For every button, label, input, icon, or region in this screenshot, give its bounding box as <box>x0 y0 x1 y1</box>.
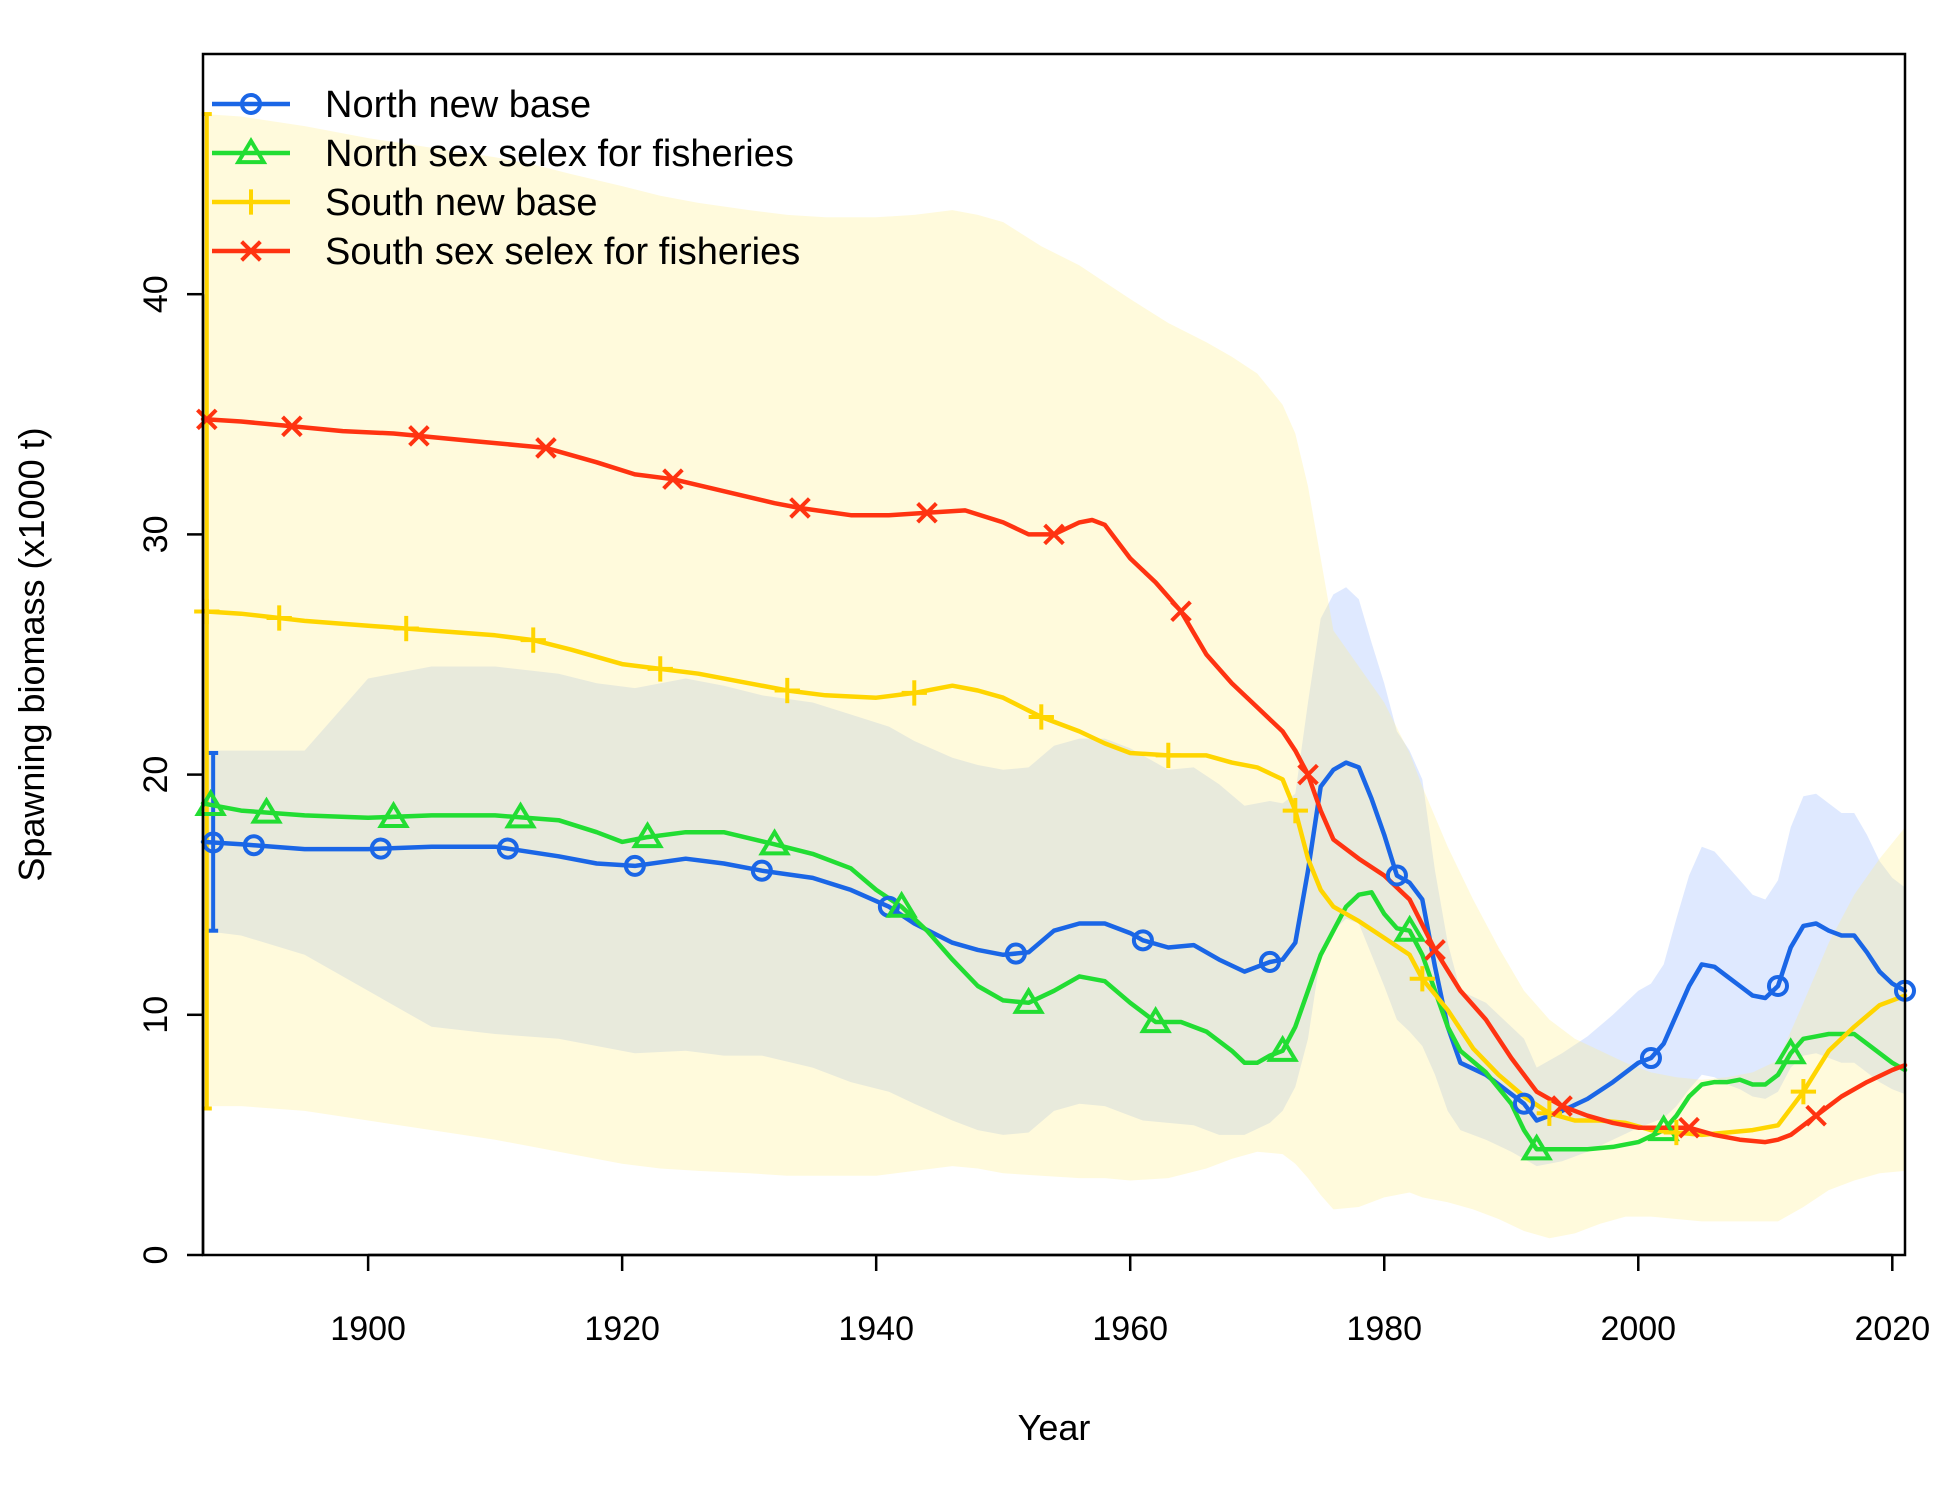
x-tick-label: 1920 <box>584 1310 660 1348</box>
data-point-north-sex-selex-for-fisheries <box>758 828 791 856</box>
y-tick-label: 30 <box>137 515 175 553</box>
data-point-south-new-base <box>1790 1079 1817 1105</box>
y-tick-label: 10 <box>137 996 175 1034</box>
y-axis-title: Spawning biomass (x1000 t) <box>11 427 52 881</box>
data-point-south-sex-selex-for-fisheries <box>1424 939 1446 961</box>
data-point-north-new-base <box>369 837 392 860</box>
data-point-north-new-base <box>1512 1092 1535 1115</box>
data-point-south-new-base <box>1028 704 1054 730</box>
data-point-north-new-base <box>1639 1047 1662 1070</box>
data-point-north-sex-selex-for-fisheries <box>885 890 918 918</box>
data-point-north-sex-selex-for-fisheries <box>1393 914 1426 942</box>
ci-band-north-new-base <box>203 587 1905 1167</box>
data-point-south-sex-selex-for-fisheries <box>1170 600 1192 623</box>
legend-item-south-new-base: South new base <box>212 182 598 224</box>
legend-marker <box>238 189 264 215</box>
data-point-north-new-base <box>496 837 519 860</box>
legend: North new base North sex selex for fisher… <box>212 84 800 273</box>
data-point-south-sex-selex-for-fisheries <box>789 497 811 519</box>
data-point-south-sex-selex-for-fisheries <box>408 425 430 447</box>
data-point-north-new-base <box>623 854 646 877</box>
data-point-north-new-base <box>750 859 773 882</box>
data-point-south-sex-selex-for-fisheries <box>916 502 938 524</box>
data-point-north-sex-selex-for-fisheries <box>1647 1114 1680 1142</box>
data-point-south-sex-selex-for-fisheries <box>196 408 218 431</box>
y-tick-label: 40 <box>137 275 175 313</box>
x-axis-title: Year <box>1018 1407 1091 1448</box>
legend-item-south-sex-selex-for-fisheries: South sex selex for fisheries <box>212 231 800 273</box>
data-point-south-sex-selex-for-fisheries <box>281 415 303 438</box>
data-point-south-new-base <box>266 605 292 631</box>
data-point-south-new-base <box>901 680 927 706</box>
data-point-south-new-base <box>774 677 800 704</box>
data-point-north-sex-selex-for-fisheries <box>1520 1133 1553 1161</box>
data-point-south-new-base <box>194 598 220 625</box>
series-markers <box>194 408 1917 1161</box>
data-point-north-sex-selex-for-fisheries <box>1266 1034 1299 1062</box>
x-tick-label: 1960 <box>1092 1310 1168 1348</box>
x-tick-label: 2020 <box>1854 1310 1930 1348</box>
x-tick-label: 2000 <box>1600 1310 1676 1348</box>
legend-label: North sex selex for fisheries <box>325 133 794 175</box>
data-point-south-sex-selex-for-fisheries <box>1678 1116 1700 1139</box>
data-point-south-new-base <box>393 615 419 642</box>
x-tick-label: 1940 <box>838 1310 914 1348</box>
data-point-south-sex-selex-for-fisheries <box>535 437 557 459</box>
data-point-north-sex-selex-for-fisheries <box>194 788 227 816</box>
legend-marker <box>234 137 268 165</box>
data-point-north-sex-selex-for-fisheries <box>250 796 283 824</box>
confidence-bands <box>203 114 1905 1239</box>
y-tick-label: 20 <box>137 756 175 794</box>
ci-band-south-new-base <box>203 114 1905 1239</box>
series-line-south-sex-selex-for-fisheries <box>200 416 1908 1145</box>
data-point-north-sex-selex-for-fisheries <box>504 801 537 829</box>
data-point-south-new-base <box>1155 742 1181 769</box>
data-point-south-sex-selex-for-fisheries <box>1297 763 1319 786</box>
legend-item-north-new-base: North new base <box>212 84 591 126</box>
data-point-south-new-base <box>1409 966 1435 992</box>
data-point-north-new-base <box>1385 864 1408 887</box>
data-point-south-sex-selex-for-fisheries <box>1551 1095 1573 1117</box>
data-point-north-sex-selex-for-fisheries <box>1774 1037 1807 1065</box>
x-tick-label: 1980 <box>1346 1310 1422 1348</box>
series-line-north-sex-selex-for-fisheries <box>200 801 1908 1152</box>
data-point-north-sex-selex-for-fisheries <box>631 821 664 849</box>
legend-item-north-sex-selex-for-fisheries: North sex selex for fisheries <box>212 133 794 175</box>
data-point-north-new-base <box>1258 950 1281 973</box>
data-point-north-new-base <box>1766 974 1790 997</box>
legend-marker <box>240 240 262 262</box>
legend-label: South new base <box>325 182 598 224</box>
legend-label: North new base <box>325 84 591 126</box>
y-tick-label: 0 <box>137 1246 175 1265</box>
data-point-north-new-base <box>242 834 265 857</box>
data-point-south-sex-selex-for-fisheries <box>662 468 684 490</box>
data-point-south-sex-selex-for-fisheries <box>1043 523 1065 546</box>
axes: 1900 1920 1940 1960 1980 2000 2020 0 10 20 30 40 <box>137 275 1930 1348</box>
data-point-north-new-base <box>1131 929 1154 952</box>
data-point-south-sex-selex-for-fisheries <box>1805 1104 1827 1127</box>
data-point-south-new-base <box>1282 797 1308 824</box>
data-point-north-new-base <box>1004 942 1027 965</box>
x-tick-label: 1900 <box>330 1310 406 1348</box>
data-point-south-new-base <box>520 627 546 653</box>
data-point-north-sex-selex-for-fisheries <box>377 800 410 828</box>
series-line-north-new-base <box>200 760 1908 1123</box>
data-point-south-new-base <box>1536 1100 1563 1126</box>
data-point-south-new-base <box>647 656 673 682</box>
legend-marker <box>239 92 263 116</box>
legend-label: South sex selex for fisheries <box>325 231 800 273</box>
data-point-north-sex-selex-for-fisheries <box>1139 1006 1172 1034</box>
data-point-north-sex-selex-for-fisheries <box>1012 986 1045 1014</box>
